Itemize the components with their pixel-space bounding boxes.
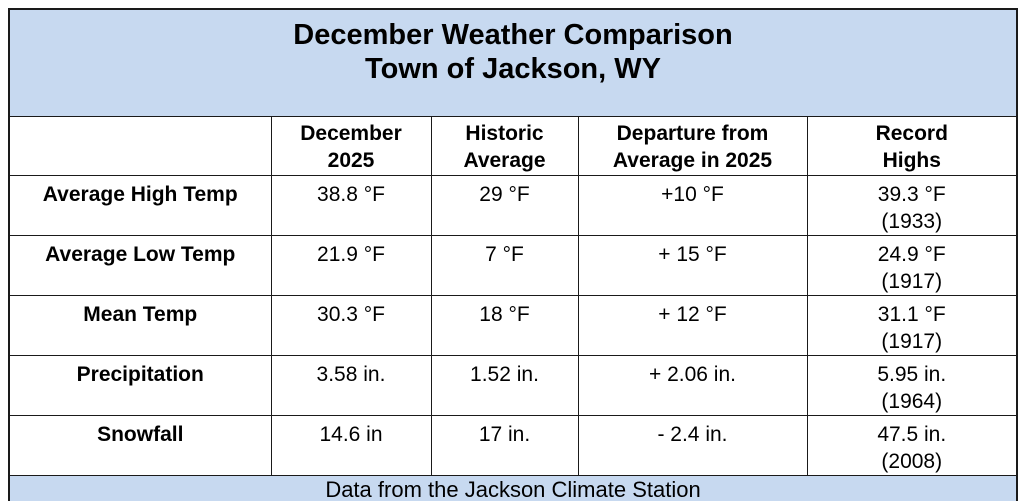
- column-header-blank: [8, 116, 272, 176]
- column-header-record-highs-line-2: Highs: [882, 149, 941, 172]
- column-header-record-highs-line-1: Record: [875, 122, 948, 145]
- cell-snowfall-historic-average: 17 in.: [430, 415, 579, 476]
- cell-avg-high-december-2025: 38.8 °F: [270, 175, 432, 236]
- column-header-december-2025-line-2: 2025: [327, 149, 375, 172]
- row-label-snowfall: Snowfall: [8, 415, 272, 476]
- cell-mean-record: 31.1 °F (1917): [806, 295, 1018, 356]
- cell-snowfall-record: 47.5 in. (2008): [806, 415, 1018, 476]
- table-footer-row: Data from the Jackson Climate Station: [8, 475, 1018, 501]
- column-header-row: December 2025 Historic Average Departure…: [8, 116, 1018, 176]
- table-title-line-2: Town of Jackson, WY: [365, 53, 661, 85]
- column-header-departure-from-average: Departure from Average in 2025: [577, 116, 808, 176]
- table-row-average-low-temp: Average Low Temp 21.9 °F 7 °F + 15 °F 24…: [8, 235, 1018, 296]
- cell-mean-record-value: 31.1 °F: [877, 303, 946, 326]
- table-row-mean-temp: Mean Temp 30.3 °F 18 °F + 12 °F 31.1 °F …: [8, 295, 1018, 356]
- column-header-departure-line-1: Departure from: [616, 122, 769, 145]
- row-label-mean-temp: Mean Temp: [8, 295, 272, 356]
- cell-precip-departure: + 2.06 in.: [577, 355, 808, 416]
- cell-avg-low-historic-average: 7 °F: [430, 235, 579, 296]
- cell-mean-historic-average: 18 °F: [430, 295, 579, 356]
- cell-avg-low-record-year: (1917): [881, 270, 943, 293]
- table-title-cell: December Weather Comparison Town of Jack…: [8, 8, 1018, 117]
- cell-snowfall-record-value: 47.5 in.: [877, 423, 947, 446]
- cell-mean-departure: + 12 °F: [577, 295, 808, 356]
- weather-comparison-table: December Weather Comparison Town of Jack…: [8, 8, 1019, 501]
- cell-snowfall-december-2025: 14.6 in: [270, 415, 432, 476]
- row-label-precipitation: Precipitation: [8, 355, 272, 416]
- table-row-snowfall: Snowfall 14.6 in 17 in. - 2.4 in. 47.5 i…: [8, 415, 1018, 476]
- row-label-average-high-temp: Average High Temp: [8, 175, 272, 236]
- column-header-historic-average-line-1: Historic: [465, 122, 544, 145]
- cell-avg-low-record: 24.9 °F (1917): [806, 235, 1018, 296]
- cell-avg-high-record-year: (1933): [881, 210, 943, 233]
- column-header-december-2025: December 2025: [270, 116, 432, 176]
- cell-avg-high-departure: +10 °F: [577, 175, 808, 236]
- cell-avg-high-historic-average: 29 °F: [430, 175, 579, 236]
- column-header-december-2025-line-1: December: [300, 122, 402, 145]
- row-label-average-low-temp: Average Low Temp: [8, 235, 272, 296]
- column-header-historic-average: Historic Average: [430, 116, 579, 176]
- column-header-historic-average-line-2: Average: [463, 149, 546, 172]
- table-row-average-high-temp: Average High Temp 38.8 °F 29 °F +10 °F 3…: [8, 175, 1018, 236]
- cell-snowfall-departure: - 2.4 in.: [577, 415, 808, 476]
- cell-avg-high-record-value: 39.3 °F: [877, 183, 946, 206]
- cell-precip-record: 5.95 in. (1964): [806, 355, 1018, 416]
- cell-mean-record-year: (1917): [881, 330, 943, 353]
- table-row-precipitation: Precipitation 3.58 in. 1.52 in. + 2.06 i…: [8, 355, 1018, 416]
- cell-precip-december-2025: 3.58 in.: [270, 355, 432, 416]
- cell-snowfall-record-year: (2008): [881, 450, 943, 473]
- table-title-row: December Weather Comparison Town of Jack…: [8, 8, 1018, 117]
- cell-precip-record-year: (1964): [881, 390, 943, 413]
- column-header-departure-line-2: Average in 2025: [612, 149, 773, 172]
- cell-avg-low-record-value: 24.9 °F: [877, 243, 946, 266]
- cell-mean-december-2025: 30.3 °F: [270, 295, 432, 356]
- cell-precip-historic-average: 1.52 in.: [430, 355, 579, 416]
- cell-precip-record-value: 5.95 in.: [877, 363, 947, 386]
- cell-avg-low-departure: + 15 °F: [577, 235, 808, 296]
- cell-avg-low-december-2025: 21.9 °F: [270, 235, 432, 296]
- cell-avg-high-record: 39.3 °F (1933): [806, 175, 1018, 236]
- table-footer-cell: Data from the Jackson Climate Station: [8, 475, 1018, 501]
- column-header-record-highs: Record Highs: [806, 116, 1018, 176]
- table-title-line-1: December Weather Comparison: [293, 19, 733, 51]
